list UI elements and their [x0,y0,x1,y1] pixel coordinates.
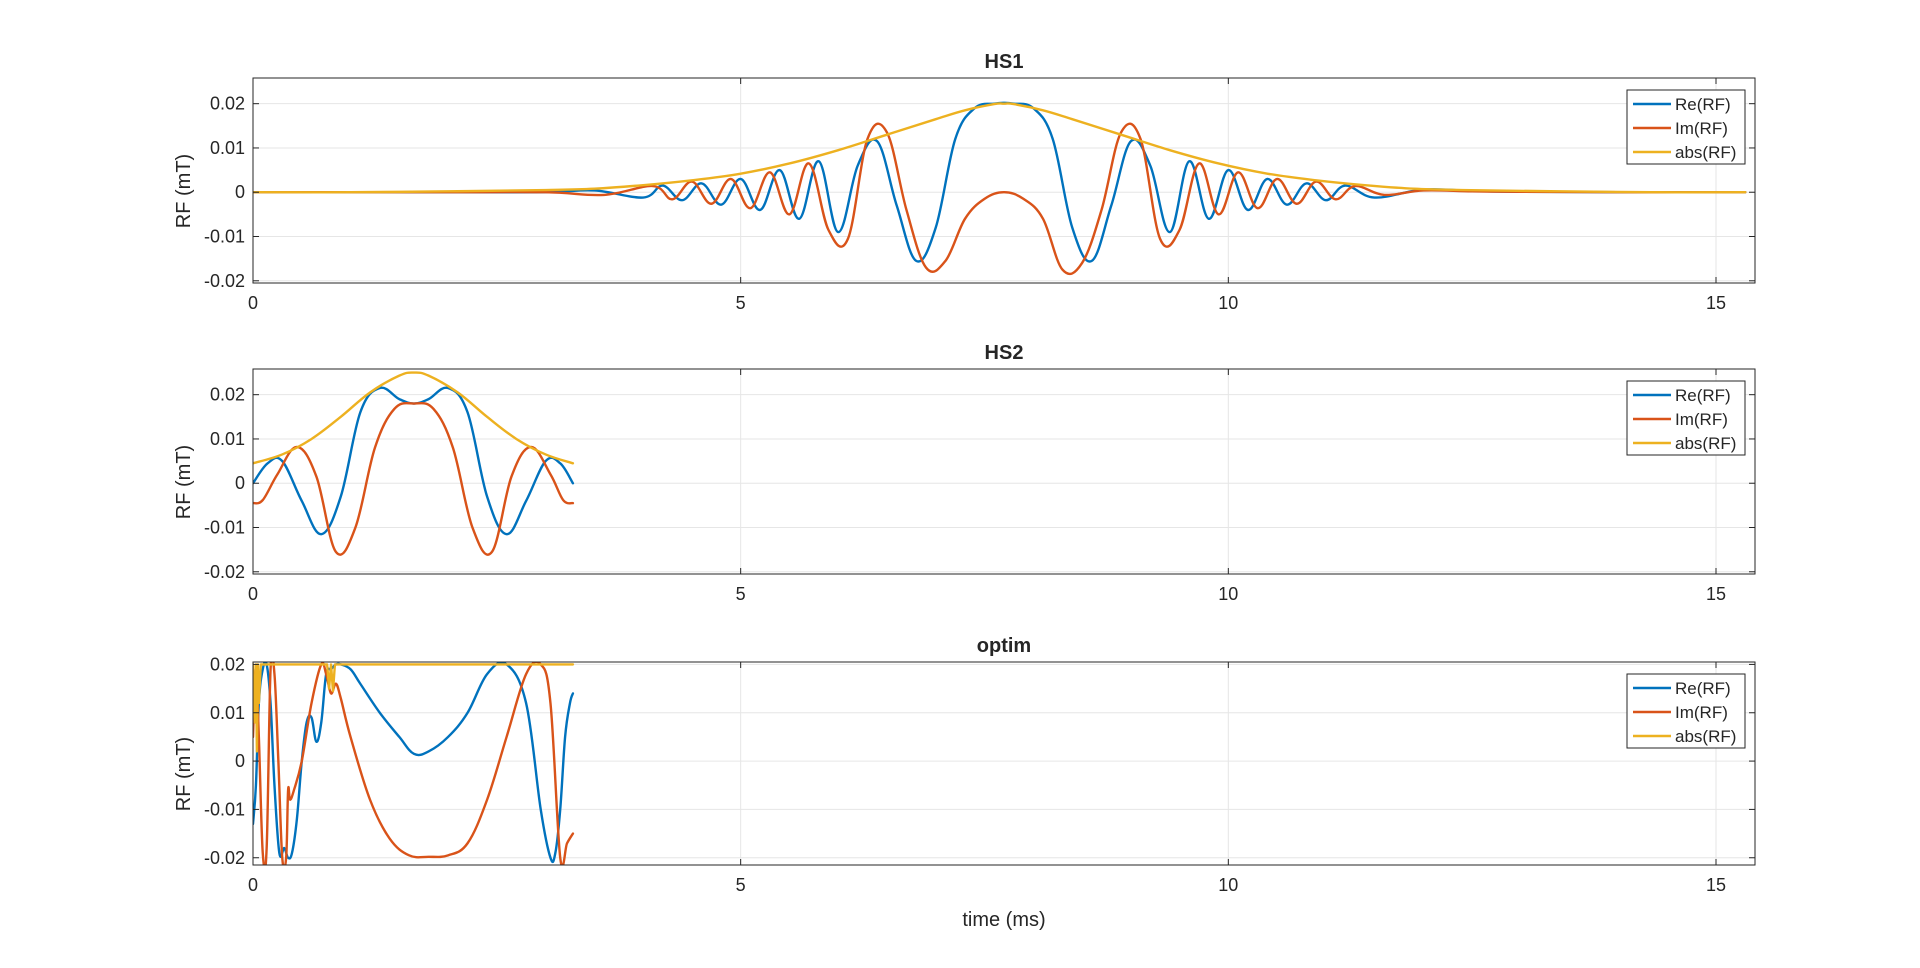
x-tick-label: 10 [1218,293,1238,313]
y-tick-label: 0.01 [210,429,245,449]
series-group [253,101,1747,276]
x-tick-label: 0 [248,293,258,313]
x-tick-label: 10 [1218,584,1238,604]
legend-entry: abs(RF) [1675,434,1736,453]
y-tick-label: -0.01 [204,227,245,247]
subplot-title: HS1 [985,51,1024,73]
legend-entry: Re(RF) [1675,679,1731,698]
subplot-optim: optim RF (mT) 0 5 10 15 -0.02 -0.01 0 0.01 0.02 R… [173,635,1756,895]
y-tick-label: 0.02 [210,94,245,114]
subplot-hs1: HS1 RF (mT) 0 5 10 15 -0.02 -0.01 0 0.01 0.02 Re(… [173,51,1756,313]
axes-box [252,77,1756,284]
x-tick-label: 0 [248,584,258,604]
y-tick-label: -0.01 [204,799,245,819]
x-tick-label: 5 [736,293,746,313]
y-tick-label: 0.01 [210,703,245,723]
series-line-absrf [253,102,1747,194]
legend-entry: Im(RF) [1675,119,1728,138]
x-tick-label: 15 [1706,875,1726,895]
subplot-hs2: HS2 RF (mT) 0 5 10 15 -0.02 -0.01 0 0.01 0.02 Re(… [173,342,1756,604]
y-tick-label: 0 [235,473,245,493]
x-tick-label: 5 [736,875,746,895]
y-axis-label: RF (mT) [173,445,195,519]
y-tick-label: -0.02 [204,271,245,291]
subplot-title: optim [977,635,1031,657]
legend-entry: Im(RF) [1675,703,1728,722]
axes-box [252,368,1756,575]
y-tick-label: -0.02 [204,848,245,868]
series-line-absrf [253,663,575,753]
x-tick-label: 15 [1706,293,1726,313]
y-tick-label: -0.02 [204,562,245,582]
legend-entry: abs(RF) [1675,727,1736,746]
x-tick-label: 10 [1218,875,1238,895]
legend-entry: Re(RF) [1675,386,1731,405]
legend-entry: Im(RF) [1675,410,1728,429]
y-tick-label: -0.01 [204,518,245,538]
y-tick-label: 0.01 [210,138,245,158]
y-axis-label: RF (mT) [173,737,195,811]
y-tick-label: 0 [235,751,245,771]
plot-area [253,662,1755,865]
legend: Re(RF) Im(RF) abs(RF) [1626,380,1746,456]
series-line-absrf [253,371,575,465]
y-tick-label: 0.02 [210,385,245,405]
y-tick-label: 0 [235,182,245,202]
series-group [253,371,575,556]
series-line-imrf [253,122,1747,276]
x-tick-label: 0 [248,875,258,895]
series-group [253,662,575,865]
legend: Re(RF) Im(RF) abs(RF) [1626,89,1746,165]
x-axis-label: time (ms) [962,909,1045,931]
plot-area [253,369,1755,574]
axes-box [252,661,1756,866]
legend-entry: Re(RF) [1675,95,1731,114]
legend-entry: abs(RF) [1675,143,1736,162]
x-tick-label: 15 [1706,584,1726,604]
y-tick-label: 0.02 [210,654,245,674]
x-tick-label: 5 [736,584,746,604]
plot-area [253,78,1755,283]
legend: Re(RF) Im(RF) abs(RF) [1626,673,1746,749]
y-axis-label: RF (mT) [173,154,195,228]
subplot-title: HS2 [985,342,1024,364]
